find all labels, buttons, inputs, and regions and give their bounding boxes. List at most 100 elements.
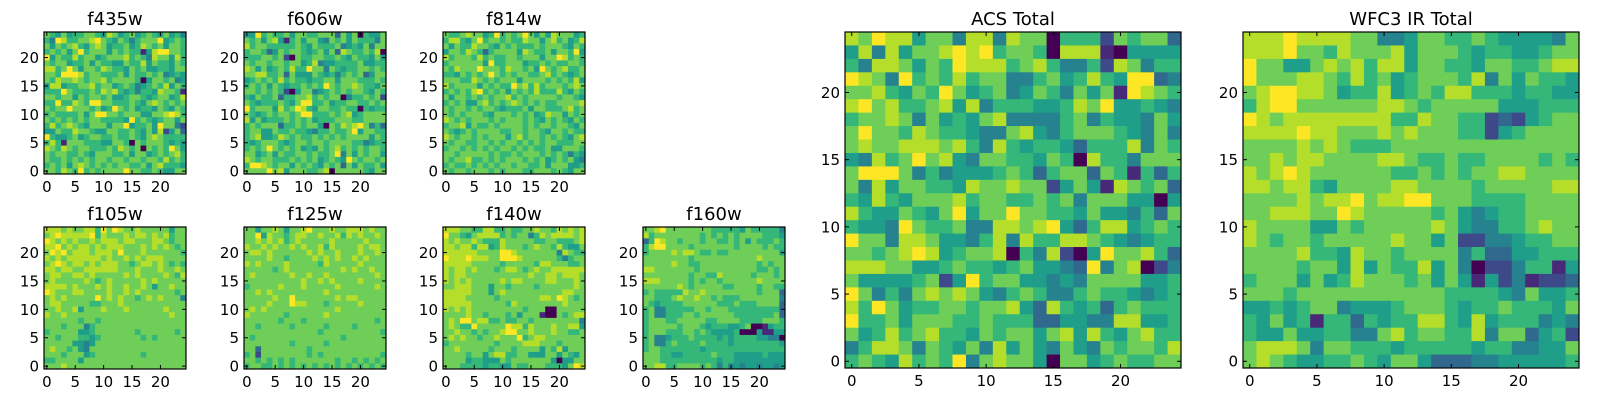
heatmap-cell bbox=[460, 106, 466, 112]
heatmap-cell bbox=[158, 43, 164, 49]
heatmap-cell bbox=[717, 307, 723, 313]
heatmap-cell bbox=[352, 289, 358, 295]
heatmap-cell bbox=[845, 166, 859, 180]
heatmap-cell bbox=[255, 55, 261, 61]
heatmap-cell bbox=[289, 352, 295, 358]
heatmap-cell bbox=[471, 284, 477, 290]
heatmap-cell bbox=[278, 267, 284, 273]
heatmap-cell bbox=[55, 307, 61, 313]
heatmap-cell bbox=[711, 255, 717, 261]
heatmap-cell bbox=[301, 66, 307, 72]
heatmap-cell bbox=[551, 117, 557, 123]
heatmap-cell bbox=[375, 134, 381, 140]
heatmap-cell bbox=[545, 307, 551, 313]
heatmap-cell bbox=[112, 66, 118, 72]
heatmap-cell bbox=[545, 32, 551, 38]
heatmap-cell bbox=[694, 255, 700, 261]
heatmap-cell bbox=[101, 250, 107, 256]
heatmap-cell bbox=[169, 83, 175, 89]
heatmap-cell bbox=[363, 278, 369, 284]
heatmap-cell bbox=[363, 112, 369, 118]
heatmap-cell bbox=[500, 134, 506, 140]
heatmap-cell bbox=[477, 77, 483, 83]
heatmap-cell bbox=[953, 59, 967, 73]
heatmap-cell bbox=[477, 134, 483, 140]
heatmap-cell bbox=[705, 329, 711, 335]
heatmap-cell bbox=[449, 295, 455, 301]
y-tick-label: 0 bbox=[229, 163, 239, 181]
heatmap-cell bbox=[306, 112, 312, 118]
heatmap-cell bbox=[966, 86, 980, 100]
heatmap-cell bbox=[255, 307, 261, 313]
heatmap-cell bbox=[562, 335, 568, 341]
heatmap-cell bbox=[278, 66, 284, 72]
heatmap-cell bbox=[358, 329, 364, 335]
heatmap-cell bbox=[912, 72, 926, 86]
heatmap-cell bbox=[301, 134, 307, 140]
heatmap-cell bbox=[129, 352, 135, 358]
heatmap-cell bbox=[369, 335, 375, 341]
heatmap-cell bbox=[705, 352, 711, 358]
heatmap-cell bbox=[1047, 45, 1061, 59]
heatmap-cell bbox=[250, 72, 256, 78]
heatmap-cell bbox=[112, 272, 118, 278]
heatmap-cell bbox=[267, 140, 273, 146]
heatmap-cell bbox=[643, 324, 649, 330]
heatmap-cell bbox=[284, 151, 290, 157]
heatmap-cell bbox=[1033, 166, 1047, 180]
heatmap-cell bbox=[649, 272, 655, 278]
heatmap-cell bbox=[284, 346, 290, 352]
heatmap-cell bbox=[346, 272, 352, 278]
heatmap-cell bbox=[124, 272, 130, 278]
heatmap-cell bbox=[375, 43, 381, 49]
heatmap-cell bbox=[660, 284, 666, 290]
heatmap-cell bbox=[101, 312, 107, 318]
heatmap-cell bbox=[534, 129, 540, 135]
heatmap-cell bbox=[312, 307, 318, 313]
heatmap-cell bbox=[124, 151, 130, 157]
heatmap-cell bbox=[272, 255, 278, 261]
heatmap-cell bbox=[449, 272, 455, 278]
heatmap-cell bbox=[488, 94, 494, 100]
heatmap-cell bbox=[95, 112, 101, 118]
heatmap-cell bbox=[255, 123, 261, 129]
heatmap-cell bbox=[477, 49, 483, 55]
heatmap-cell bbox=[175, 312, 181, 318]
heatmap-cell bbox=[267, 329, 273, 335]
heatmap-cell bbox=[688, 261, 694, 267]
heatmap-cell bbox=[449, 83, 455, 89]
heatmap-cell bbox=[67, 123, 73, 129]
heatmap-cell bbox=[711, 272, 717, 278]
heatmap-cell bbox=[926, 113, 940, 127]
heatmap-cell bbox=[966, 113, 980, 127]
heatmap-cell bbox=[477, 94, 483, 100]
heatmap-cell bbox=[562, 324, 568, 330]
heatmap-cell bbox=[358, 146, 364, 152]
heatmap-cell bbox=[61, 329, 67, 335]
heatmap-cell bbox=[255, 77, 261, 83]
heatmap-cell bbox=[717, 301, 723, 307]
heatmap-cell bbox=[443, 295, 449, 301]
heatmap-cell bbox=[654, 352, 660, 358]
heatmap-cell bbox=[346, 267, 352, 273]
heatmap-cell bbox=[72, 358, 78, 364]
heatmap-cell bbox=[318, 66, 324, 72]
heatmap-cell bbox=[557, 163, 563, 169]
heatmap-cell bbox=[312, 267, 318, 273]
heatmap-cell bbox=[124, 352, 130, 358]
heatmap-cell bbox=[454, 346, 460, 352]
heatmap-cell bbox=[545, 140, 551, 146]
heatmap-cell bbox=[278, 272, 284, 278]
heatmap-cell bbox=[318, 278, 324, 284]
heatmap-cell bbox=[483, 261, 489, 267]
heatmap-cell bbox=[774, 335, 780, 341]
heatmap-cell bbox=[158, 324, 164, 330]
heatmap-cell bbox=[352, 140, 358, 146]
heatmap-cell bbox=[163, 32, 169, 38]
heatmap-cell bbox=[757, 318, 763, 324]
heatmap-cell bbox=[358, 66, 364, 72]
heatmap-cell bbox=[1033, 153, 1047, 167]
heatmap-cell bbox=[751, 358, 757, 364]
heatmap-cell bbox=[466, 89, 472, 95]
